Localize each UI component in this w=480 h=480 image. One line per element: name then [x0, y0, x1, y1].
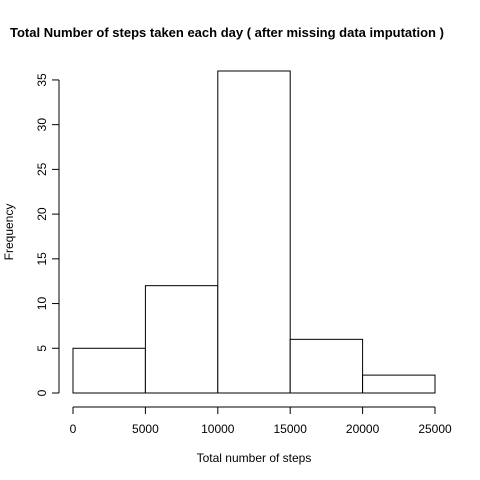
- x-tick-label-4: 20000: [346, 422, 380, 436]
- y-axis-label: Frequency: [2, 204, 16, 261]
- y-axis: 0 5 10 15 20 25 30 35: [35, 73, 60, 396]
- x-axis: 0 5000 10000 15000 20000 25000: [70, 406, 452, 436]
- chart-title: Total Number of steps taken each day ( a…: [10, 25, 444, 40]
- y-tick-label-1: 5: [35, 345, 49, 352]
- y-tick-label-4: 20: [35, 207, 49, 221]
- y-tick-label-0: 0: [35, 389, 49, 396]
- x-tick-label-0: 0: [70, 422, 77, 436]
- y-tick-label-3: 15: [35, 252, 49, 266]
- histogram-bar-3: [289, 338, 364, 394]
- y-tick-label-7: 35: [35, 73, 49, 87]
- x-axis-label: Total number of steps: [197, 451, 312, 465]
- x-tick-label-5: 25000: [418, 422, 452, 436]
- histogram-bars: [72, 70, 436, 394]
- y-tick-label-5: 25: [35, 162, 49, 176]
- x-tick-label-1: 5000: [132, 422, 159, 436]
- histogram-bar-4: [362, 374, 436, 394]
- histogram-bar-2: [217, 70, 291, 394]
- y-tick-label-6: 30: [35, 118, 49, 132]
- histogram-bar-0: [72, 347, 146, 394]
- x-tick-label-3: 15000: [274, 422, 308, 436]
- y-tick-label-2: 10: [35, 297, 49, 311]
- histogram-bar-1: [144, 285, 219, 394]
- x-tick-label-2: 10000: [201, 422, 235, 436]
